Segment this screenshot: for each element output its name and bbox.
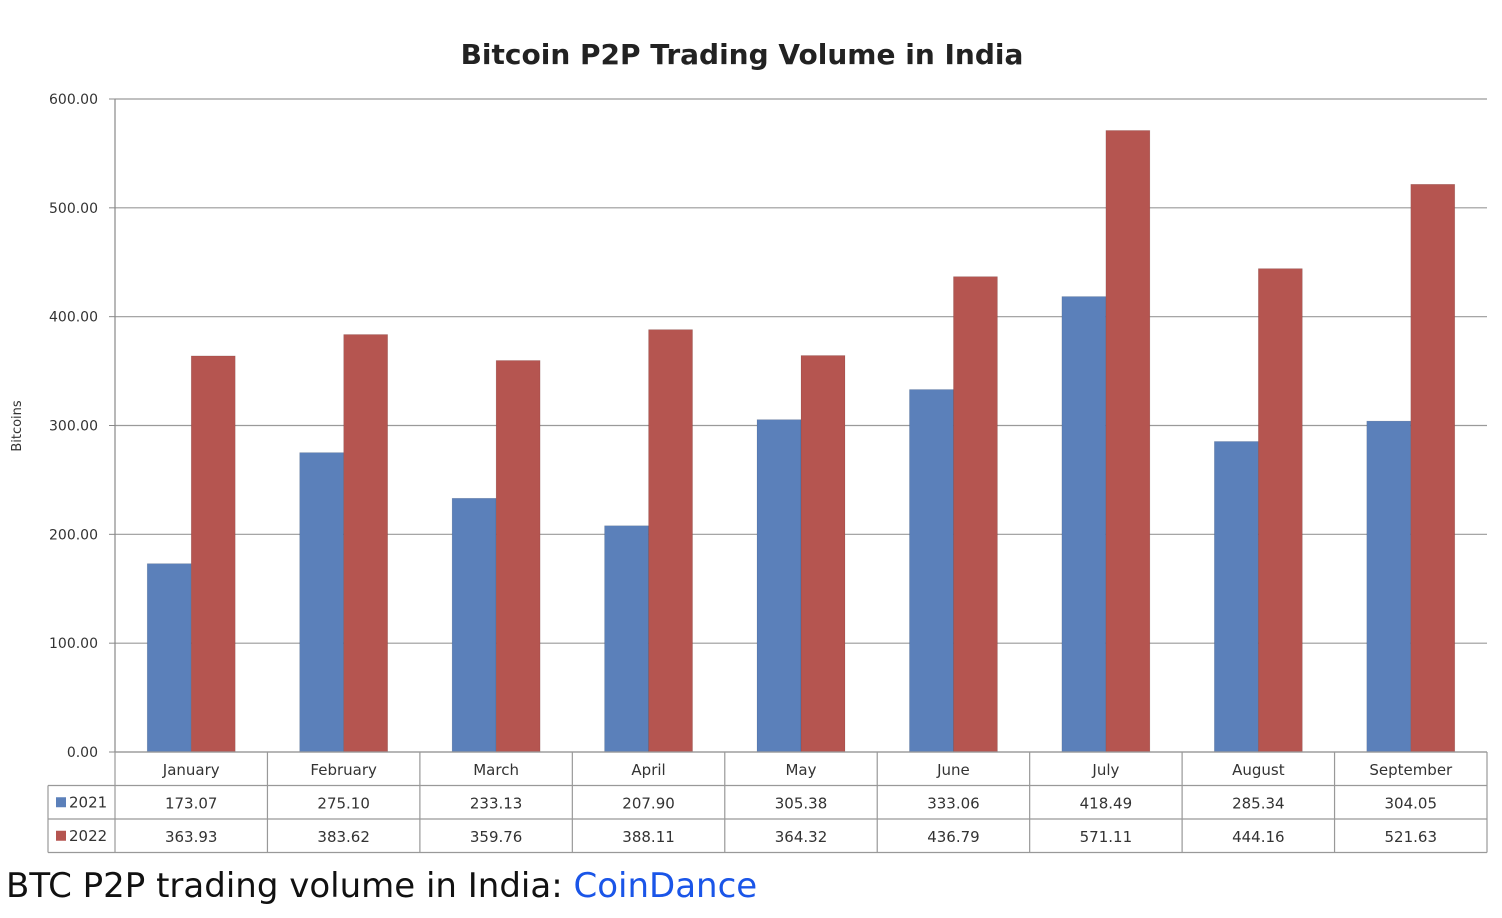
category-label: June — [936, 761, 970, 779]
bar-2021-july — [1061, 296, 1107, 753]
bar-2021-june — [909, 389, 954, 753]
y-tick-label: 600.00 — [49, 92, 98, 108]
category-label: April — [631, 761, 665, 779]
legend-label: 2021 — [69, 793, 107, 811]
data-label: 521.63 — [1385, 828, 1438, 846]
caption-text: BTC P2P trading volume in India: — [6, 866, 574, 906]
data-label: 363.93 — [165, 828, 218, 846]
category-label: May — [785, 761, 816, 779]
bar-2021-august — [1214, 441, 1259, 753]
y-axis-label: Bitcoins — [10, 400, 25, 452]
bar-2022-march — [495, 360, 541, 753]
bar-2021-march — [451, 497, 497, 753]
y-axis-ticks: 0.00 100.00 200.00 300.00 400.00 500.00 600.00 — [49, 92, 98, 761]
y-tick-label: 400.00 — [49, 310, 98, 326]
data-label: 388.11 — [622, 828, 675, 846]
y-tick-label: 200.00 — [49, 527, 98, 543]
data-label: 285.34 — [1232, 794, 1285, 812]
data-label: 359.76 — [470, 828, 523, 846]
legend-label: 2022 — [69, 827, 107, 845]
data-label: 304.05 — [1385, 794, 1438, 812]
bar-2021-may — [756, 419, 802, 753]
y-tick-label: 0.00 — [67, 745, 98, 761]
chart-title: Bitcoin P2P Trading Volume in India — [461, 38, 1024, 71]
data-label: 305.38 — [775, 794, 828, 812]
data-label: 275.10 — [317, 794, 370, 812]
data-label: 233.13 — [470, 794, 523, 812]
data-label: 571.11 — [1080, 828, 1133, 846]
bars — [146, 130, 1456, 753]
y-tick-label: 500.00 — [49, 201, 98, 217]
bar-2022-january — [190, 355, 236, 753]
data-label: 333.06 — [927, 794, 980, 812]
data-label: 383.62 — [317, 828, 370, 846]
bar-2022-september — [1410, 183, 1456, 753]
data-label: 173.07 — [165, 794, 218, 812]
category-label: September — [1369, 761, 1453, 779]
bar-2022-august — [1258, 268, 1303, 753]
bar-2022-july — [1105, 130, 1151, 753]
category-label: February — [310, 761, 377, 779]
data-label: 418.49 — [1080, 794, 1133, 812]
bar-2021-february — [299, 452, 344, 753]
y-tick-label: 300.00 — [49, 419, 98, 435]
bar-2022-april — [648, 329, 693, 753]
bar-2021-april — [604, 525, 649, 753]
bar-2022-may — [800, 355, 846, 753]
category-label: January — [162, 761, 220, 779]
data-table: January February March April May June July Augu… — [47, 751, 1488, 854]
bar-2022-february — [343, 334, 388, 753]
source-link[interactable]: CoinDance — [573, 866, 758, 906]
bar-2021-january — [146, 563, 192, 753]
legend-swatch-2021 — [56, 797, 66, 808]
bar-2022-june — [953, 276, 998, 753]
category-label: August — [1232, 761, 1285, 779]
data-label: 436.79 — [927, 828, 980, 846]
legend-swatch-2022 — [56, 830, 66, 841]
data-label: 364.32 — [775, 828, 828, 846]
figure-caption: BTC P2P trading volume in India: CoinDan… — [6, 866, 757, 906]
category-label: July — [1091, 761, 1119, 779]
data-label: 444.16 — [1232, 828, 1285, 846]
y-tick-label: 100.00 — [49, 636, 98, 652]
category-label: March — [473, 761, 519, 779]
bar-chart: Bitcoin P2P Trading Volume in India Bitc… — [10, 38, 1488, 854]
bar-2021-september — [1366, 420, 1412, 753]
data-label: 207.90 — [622, 794, 675, 812]
